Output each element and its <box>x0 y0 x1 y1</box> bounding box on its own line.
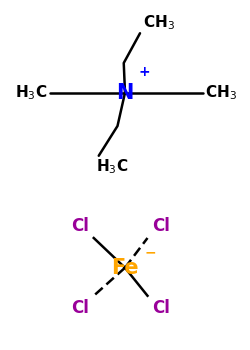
Text: H$_3$C: H$_3$C <box>96 158 128 176</box>
Text: Cl: Cl <box>71 299 89 316</box>
Text: +: + <box>139 65 150 79</box>
Text: −: − <box>145 245 156 259</box>
Text: Fe: Fe <box>111 258 139 278</box>
Text: CH$_3$: CH$_3$ <box>142 13 174 32</box>
Text: N: N <box>116 83 134 103</box>
Text: Cl: Cl <box>152 299 170 316</box>
Text: Cl: Cl <box>152 217 170 235</box>
Text: H$_3$C: H$_3$C <box>15 83 48 102</box>
Text: CH$_3$: CH$_3$ <box>205 83 237 102</box>
Text: Cl: Cl <box>71 217 89 235</box>
